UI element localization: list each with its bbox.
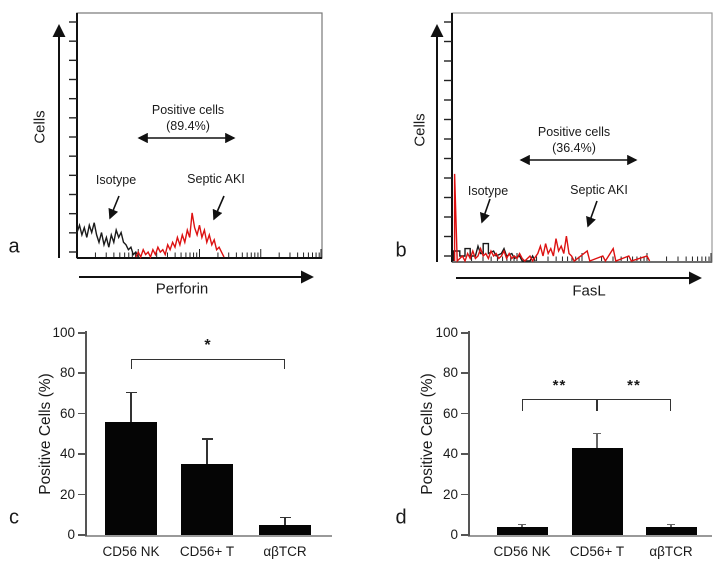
significance-label-d-0: ** [552,376,567,394]
isotype-label-a: Isotype [95,173,137,187]
y-tick-d [461,453,470,455]
y-axis-label-a: Cells [31,110,49,144]
isotype-pointer-arrow-a [108,195,120,220]
error-cap-d-1 [593,432,601,435]
y-tick-d [461,372,470,374]
x-log-ticks-b [471,253,712,261]
x-axis-label-b: FasL [572,282,606,300]
y-tick-d [461,493,470,496]
error-cap-c-1 [201,438,213,440]
hist-trace-b-isotype [452,242,536,262]
y-tick-label-c: 20 [59,486,75,502]
septic-aki-label-a: Septic AKI [187,172,245,186]
category-label-d-2: αβTCR [649,544,693,559]
isotype-label-b: Isotype [467,184,509,198]
bar-c-0 [105,421,157,535]
y-tick-c [78,534,87,536]
septic-pointer-arrow-b [586,200,598,228]
y-tick-label-d: 100 [435,325,458,340]
y-tick-label-c: 60 [59,405,75,421]
error-cap-d-2 [667,523,675,526]
y-axis-label-c: Positive Cells (%) [37,373,54,495]
panel-letter-c: c [9,506,19,529]
panel-letter-b: b [395,239,407,262]
error-cap-d-0 [518,523,526,526]
y-axis-d [468,331,470,537]
hist-trace-a-septic-aki [135,212,225,259]
error-cap-c-2 [279,516,291,519]
y-tick-label-d: 0 [450,527,458,542]
significance-label-c-0: * [204,337,212,355]
error-bar-c-0 [130,391,132,422]
y-tick-d [461,332,470,334]
significance-label-d-1: ** [627,376,641,394]
gate-annotation-b-line1: Positive cells [537,125,611,139]
y-axis-label-b: Cells [411,113,429,147]
gate-annotation-a-line2: (89.4%) [166,119,210,133]
panel-letter-a: a [8,235,20,258]
y-ticks-b [444,21,452,257]
y-ticks-a [69,21,77,253]
gate-annotation-a-line1: Positive cells [151,103,225,117]
bar-d-1 [571,448,623,535]
y-tick-c [78,372,87,374]
significance-bracket-d-1 [597,398,671,411]
category-label-c-0: CD56 NK [102,544,160,559]
histogram-traces-a [76,212,225,259]
y-axis-label-d: Positive Cells (%) [419,373,436,495]
x-axis-d [468,535,712,537]
x-log-ticks-a [94,249,322,257]
error-bar-d-2 [670,523,672,527]
x-axis-c [85,535,332,537]
x-axis-label-a: Perforin [155,280,209,298]
y-tick-d [461,412,470,415]
y-tick-label-c: 40 [59,446,75,462]
error-bar-d-0 [521,523,523,527]
y-tick-label-d: 40 [442,446,458,462]
category-label-d-0: CD56 NK [493,544,551,559]
category-label-c-2: αβTCR [263,544,307,559]
y-tick-c [78,493,87,496]
y-tick-c [78,332,87,334]
panel-a-plot [52,12,323,284]
bar-d-2 [645,526,697,535]
error-bar-d-1 [596,432,598,449]
flow-cytometry-panels [52,12,713,285]
y-tick-c [78,412,87,415]
y-tick-c [78,453,87,455]
bar-d-0 [496,526,548,535]
isotype-pointer-arrow-b [479,198,491,224]
category-label-d-1: CD56+ T [569,544,625,559]
hist-trace-a-isotype [76,222,139,258]
error-cap-c-0 [125,391,137,394]
y-tick-label-c: 80 [59,365,75,381]
y-tick-label-d: 20 [442,486,458,502]
error-bar-c-1 [206,438,208,465]
plot-frame-a [76,12,323,259]
septic-pointer-arrow-a [212,195,225,221]
significance-bracket-c-0 [131,359,285,370]
y-axis-c [85,331,87,537]
error-bar-c-2 [284,516,286,525]
category-label-c-1: CD56+ T [179,544,235,559]
y-tick-label-c: 100 [52,325,75,340]
y-tick-label-c: 0 [67,527,75,542]
significance-bracket-d-0 [522,398,597,411]
septic-aki-label-b: Septic AKI [570,183,628,197]
bar-c-1 [181,464,233,535]
y-tick-d [461,534,470,536]
gate-annotation-b-line2: (36.4%) [552,141,596,155]
y-tick-label-d: 80 [442,365,458,381]
panel-letter-d: d [395,506,407,529]
bar-c-2 [259,524,311,535]
y-tick-label-d: 60 [442,405,458,421]
